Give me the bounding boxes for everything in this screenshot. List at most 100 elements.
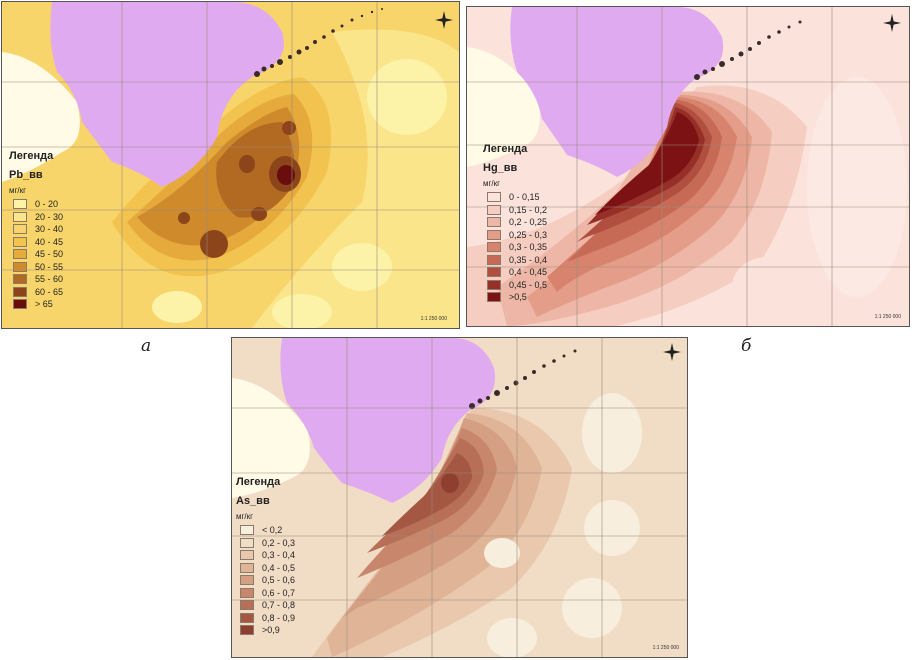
legend-swatch <box>13 299 27 310</box>
legend-swatch <box>240 600 254 611</box>
pb-zone-60-65 <box>251 207 267 221</box>
graticule <box>232 338 687 657</box>
legend-label: 0,4 - 0,45 <box>509 267 548 278</box>
legend-swatch <box>240 537 254 548</box>
legend-item: 0,15 - 0,2 <box>483 204 547 217</box>
legend-swatch <box>487 292 501 303</box>
coast-islands <box>694 20 802 80</box>
scale-label: 1:1 250 000 <box>874 314 901 320</box>
legend-title: Легенда <box>483 143 528 155</box>
as-zone-lt-0.2 <box>484 538 520 568</box>
legend-label: 0,5 - 0,6 <box>262 575 296 586</box>
legend-swatch <box>487 242 501 253</box>
legend-swatch <box>13 286 27 297</box>
legend-swatch <box>487 204 501 215</box>
legend-swatch <box>13 211 27 222</box>
graticule <box>467 7 909 326</box>
legend-item: 0,5 - 0,6 <box>236 574 295 587</box>
legend-classes: 0 - 20 20 - 30 30 - 40 40 - 45 45 - 50 50 - 5… <box>9 198 63 311</box>
legend-label: 20 - 30 <box>35 211 64 222</box>
legend-item: >0,5 <box>483 291 547 304</box>
legend-label: 50 - 55 <box>35 261 64 272</box>
legend-label: 0,4 - 0,5 <box>262 562 296 573</box>
legend-label: > 65 <box>35 299 53 310</box>
legend-item: 40 - 45 <box>9 236 63 249</box>
legend-label: 0,2 - 0,25 <box>509 217 548 228</box>
legend-item: 30 - 40 <box>9 223 63 236</box>
map-panel-pb: Легенда Pb_вв мг/кг 0 - 20 20 - 30 30 - 40… <box>1 1 460 329</box>
legend-item: 20 - 30 <box>9 211 63 224</box>
legend-label: 0,45 - 0,5 <box>509 279 548 290</box>
legend-label: 0,8 - 0,9 <box>262 612 296 623</box>
legend-label: 30 - 40 <box>35 224 64 235</box>
north-arrow-icon <box>883 14 901 32</box>
pb-zone-gt-65 <box>277 165 295 185</box>
pb-legend: Легенда Pb_вв мг/кг 0 - 20 20 - 30 30 - 40… <box>9 150 63 311</box>
legend-label: 0,3 - 0,35 <box>509 242 548 253</box>
legend-label: 0 - 20 <box>35 199 59 210</box>
legend-item: 45 - 50 <box>9 248 63 261</box>
legend-unit: мг/кг <box>236 512 254 521</box>
legend-item: 0,6 - 0,7 <box>236 587 295 600</box>
as-zone-lt-0.2 <box>582 393 642 473</box>
legend-item: 60 - 65 <box>9 286 63 299</box>
as-zone-lt-0.2 <box>487 618 537 657</box>
legend-swatch <box>240 575 254 586</box>
hg-contour-map <box>467 7 909 326</box>
legend-item: 0,3 - 0,4 <box>236 549 295 562</box>
legend-item: 0,2 - 0,3 <box>236 537 295 550</box>
legend-swatch <box>240 612 254 623</box>
land-region <box>510 7 724 177</box>
legend-layer-name: As_вв <box>236 495 270 507</box>
legend-label: 45 - 50 <box>35 249 64 260</box>
legend-label: 0 - 0,15 <box>509 192 540 203</box>
legend-label: 0,7 - 0,8 <box>262 600 296 611</box>
hg-zone-gt-0.5 <box>595 112 699 215</box>
pb-zone-55-60 <box>216 122 295 218</box>
legend-item: 0,8 - 0,9 <box>236 612 295 625</box>
legend-label: 55 - 60 <box>35 274 64 285</box>
legend-item: > 65 <box>9 298 63 311</box>
legend-swatch <box>13 261 27 272</box>
graticule <box>2 2 459 328</box>
coast-islands <box>254 8 383 77</box>
legend-label: 40 - 45 <box>35 236 64 247</box>
legend-swatch <box>487 279 501 290</box>
legend-classes: 0 - 0,15 0,15 - 0,2 0,2 - 0,25 0,25 - 0,3 0,… <box>483 191 547 304</box>
coast-islands <box>469 349 577 409</box>
legend-title: Легенда <box>9 150 54 162</box>
pb-zone-0-20 <box>152 291 202 323</box>
legend-swatch <box>13 274 27 285</box>
legend-layer-name: Hg_вв <box>483 162 518 174</box>
legend-swatch <box>240 562 254 573</box>
pb-zone-0-20 <box>332 243 392 291</box>
legend-swatch <box>13 224 27 235</box>
land-other <box>467 47 540 167</box>
caption-a: а <box>141 336 152 356</box>
legend-item: 50 - 55 <box>9 261 63 274</box>
pb-zone-60-65 <box>178 212 190 224</box>
legend-layer-name: Pb_вв <box>9 169 43 181</box>
as-zone-lt-0.2 <box>584 500 640 556</box>
legend-classes: < 0,2 0,2 - 0,3 0,3 - 0,4 0,4 - 0,5 0,5 - 0,… <box>236 524 295 637</box>
legend-swatch <box>487 192 501 203</box>
legend-label: >0,5 <box>509 292 527 303</box>
legend-item: 0,25 - 0,3 <box>483 229 547 242</box>
legend-label: 0,15 - 0,2 <box>509 204 548 215</box>
legend-item: 0 - 0,15 <box>483 191 547 204</box>
legend-swatch <box>487 254 501 265</box>
legend-unit: мг/кг <box>9 186 27 195</box>
legend-swatch <box>13 199 27 210</box>
legend-label: 0,35 - 0,4 <box>509 254 548 265</box>
caption-b: б <box>741 336 752 356</box>
map-panel-as: Легенда As_вв мг/кг < 0,2 0,2 - 0,3 0,3 - … <box>231 337 688 658</box>
legend-item: 0,7 - 0,8 <box>236 599 295 612</box>
pb-zone-60-65 <box>282 121 296 135</box>
legend-label: < 0,2 <box>262 525 283 536</box>
legend-label: 60 - 65 <box>35 286 64 297</box>
pb-zone-0-20 <box>367 59 447 135</box>
legend-item: 55 - 60 <box>9 273 63 286</box>
hg-zone-0-0.15 <box>807 77 907 297</box>
as-zone-lt-0.2 <box>562 578 622 638</box>
land-region <box>50 2 285 187</box>
